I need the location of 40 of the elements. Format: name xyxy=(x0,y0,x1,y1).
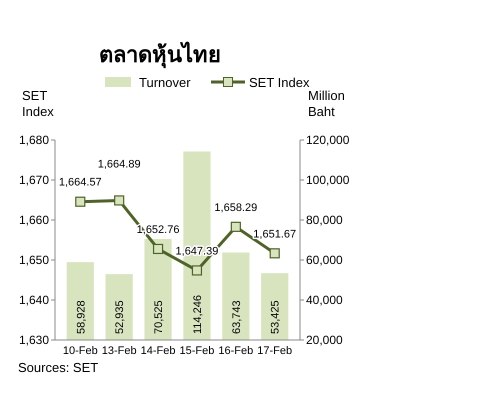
y-axis-title: SET Index xyxy=(22,88,54,119)
x-tick-label: 15-Feb xyxy=(180,345,214,357)
point xyxy=(75,196,86,207)
data-label: 70,525 xyxy=(153,300,166,334)
data-label: 63,743 xyxy=(230,300,243,334)
y2-axis-title: Million Baht xyxy=(308,88,345,119)
data-label: 1,664.57 xyxy=(58,176,102,189)
x-tick-label: 10-Feb xyxy=(62,345,98,357)
y-tick-label: 1,670 xyxy=(18,173,50,187)
point xyxy=(230,222,241,232)
y2-tick-label: 20,000 xyxy=(306,333,344,347)
source-note: Sources: SET xyxy=(18,360,98,375)
y2-tick-label: 120,000 xyxy=(306,133,350,147)
data-label: 1,664.89 xyxy=(98,158,141,171)
point xyxy=(152,244,164,254)
data-label: 1,651.67 xyxy=(253,228,296,240)
y2-tick-label: 100,000 xyxy=(306,173,350,187)
data-label: 114,246 xyxy=(192,295,204,334)
chart-title: ตลาดหุ้นไทย xyxy=(99,41,221,69)
point xyxy=(114,195,124,206)
x-tick-label: 17-Feb xyxy=(257,345,292,357)
y-tick-label: 1,640 xyxy=(18,293,50,307)
data-label: 52,935 xyxy=(114,300,126,334)
y2-tick-label: 60,000 xyxy=(306,253,344,267)
x-tick-label: 13-Feb xyxy=(102,345,137,357)
data-label: 58,928 xyxy=(75,300,88,334)
y-tick-label: 1,630 xyxy=(18,333,50,347)
point xyxy=(192,265,202,276)
legend-label: Turnover xyxy=(139,75,192,90)
legend-label: SET Index xyxy=(249,75,310,90)
y-tick-label: 1,680 xyxy=(18,133,50,147)
y-tick-label: 1,660 xyxy=(18,213,50,227)
x-tick-label: 14-Feb xyxy=(140,345,176,357)
y2-tick-label: 40,000 xyxy=(306,293,344,307)
y-tick-label: 1,650 xyxy=(18,253,50,267)
y2-tick-label: 80,000 xyxy=(306,213,344,227)
point xyxy=(270,248,280,258)
x-tick-label: 16-Feb xyxy=(218,345,254,357)
data-label: 53,425 xyxy=(270,300,282,334)
data-label: 1,658.29 xyxy=(214,202,258,214)
